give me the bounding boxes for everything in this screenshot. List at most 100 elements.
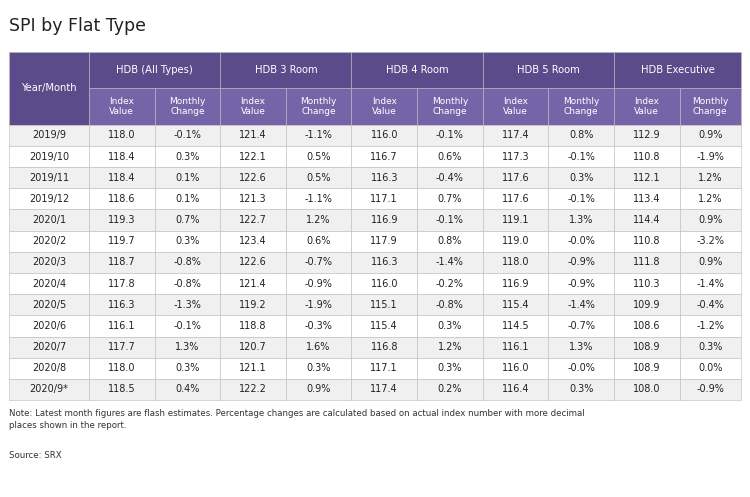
Text: -1.1%: -1.1% [304,130,332,140]
Bar [680,188,741,209]
Text: 116.3: 116.3 [370,257,398,267]
Text: 2020/5: 2020/5 [32,300,66,310]
Bar [548,88,614,125]
Text: 117.6: 117.6 [502,194,530,204]
Text: 119.7: 119.7 [108,236,136,246]
Bar [483,231,548,252]
Bar [9,379,89,400]
Text: 0.6%: 0.6% [438,152,462,162]
Text: 0.3%: 0.3% [698,342,722,352]
Bar [89,146,154,167]
Bar [286,231,352,252]
Bar [286,252,352,273]
Bar [9,125,89,146]
Text: -0.1%: -0.1% [173,321,201,331]
Bar [548,316,614,336]
Text: -0.1%: -0.1% [567,194,595,204]
Text: 1.2%: 1.2% [438,342,462,352]
Text: 0.3%: 0.3% [176,152,200,162]
Bar [89,294,154,316]
Text: 122.6: 122.6 [239,257,267,267]
Text: -0.8%: -0.8% [173,279,201,289]
Bar [89,316,154,336]
Text: 1.3%: 1.3% [176,342,200,352]
Bar [286,379,352,400]
Text: Monthly
Change: Monthly Change [170,97,206,116]
Text: 122.6: 122.6 [239,172,267,183]
Bar [286,273,352,294]
Text: 0.3%: 0.3% [307,363,331,373]
Bar [614,146,680,167]
Text: -1.4%: -1.4% [567,300,595,310]
Bar [417,209,483,231]
Text: 121.3: 121.3 [239,194,267,204]
Bar [9,358,89,379]
Text: -1.1%: -1.1% [304,194,332,204]
Text: 0.1%: 0.1% [176,194,200,204]
Text: 121.4: 121.4 [239,130,267,140]
Bar [680,209,741,231]
Bar [9,252,89,273]
Text: 2019/12: 2019/12 [28,194,69,204]
Text: 0.5%: 0.5% [307,152,331,162]
Bar [483,273,548,294]
Bar [220,209,286,231]
Text: 123.4: 123.4 [239,236,267,246]
Text: 0.3%: 0.3% [438,363,462,373]
Text: Note: Latest month figures are flash estimates. Percentage changes are calculate: Note: Latest month figures are flash est… [9,409,585,430]
Text: -1.4%: -1.4% [696,279,724,289]
Bar [483,336,548,358]
Text: 115.4: 115.4 [502,300,530,310]
Bar [614,88,680,125]
Text: -0.2%: -0.2% [436,279,464,289]
Bar [483,146,548,167]
Bar [614,294,680,316]
Text: -3.2%: -3.2% [696,236,724,246]
Bar [680,125,741,146]
Text: Index
Value: Index Value [372,97,397,116]
Text: 1.6%: 1.6% [307,342,331,352]
Bar [548,358,614,379]
Bar [89,379,154,400]
Bar [9,336,89,358]
Bar [154,316,220,336]
Text: 108.9: 108.9 [633,342,661,352]
Text: 112.1: 112.1 [633,172,661,183]
Text: 0.6%: 0.6% [307,236,331,246]
Text: 2019/11: 2019/11 [29,172,69,183]
Text: 115.1: 115.1 [370,300,398,310]
Bar [417,125,483,146]
Bar [417,336,483,358]
Text: 117.3: 117.3 [502,152,530,162]
Text: 116.8: 116.8 [370,342,398,352]
Bar [352,188,417,209]
Bar [89,52,220,88]
Text: 116.3: 116.3 [108,300,136,310]
Bar [89,231,154,252]
Text: 2020/7: 2020/7 [32,342,66,352]
Text: -0.9%: -0.9% [567,279,595,289]
Bar [89,336,154,358]
Bar [220,252,286,273]
Bar [154,336,220,358]
Bar [286,358,352,379]
Bar [9,52,89,125]
Text: Monthly
Change: Monthly Change [692,97,728,116]
Text: 0.9%: 0.9% [698,130,722,140]
Bar [548,231,614,252]
Bar [220,88,286,125]
Text: 0.1%: 0.1% [176,172,200,183]
Text: 116.1: 116.1 [502,342,530,352]
Bar [483,316,548,336]
Text: Source: SRX: Source: SRX [9,451,62,460]
Text: 116.3: 116.3 [370,172,398,183]
Bar [154,294,220,316]
Text: 118.5: 118.5 [108,385,136,395]
Text: 119.1: 119.1 [502,215,530,225]
Text: 116.9: 116.9 [370,215,398,225]
Text: SPI by Flat Type: SPI by Flat Type [9,17,146,35]
Text: Monthly
Change: Monthly Change [563,97,599,116]
Text: 0.9%: 0.9% [698,215,722,225]
Bar [352,125,417,146]
Bar [154,167,220,188]
